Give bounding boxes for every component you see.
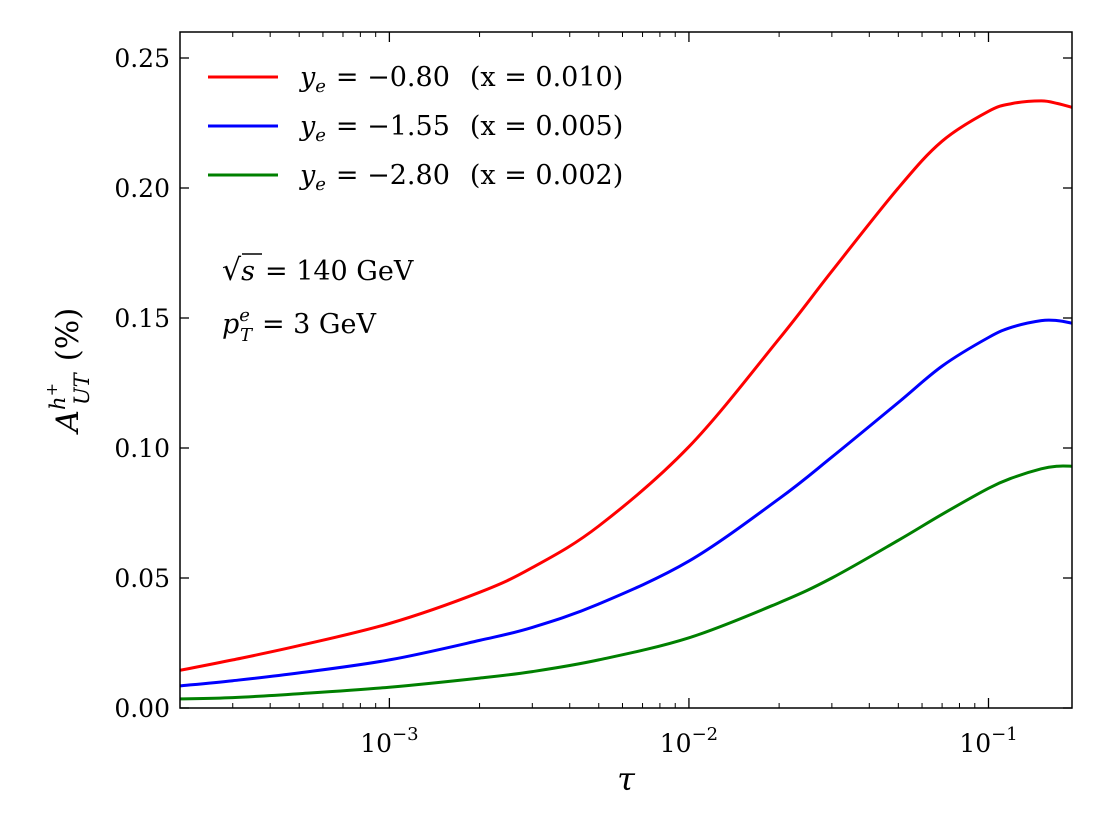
y-tick-label: 0.25 bbox=[114, 44, 170, 73]
y-tick-label: 0.05 bbox=[114, 564, 170, 593]
x-tick-label: 10−3 bbox=[360, 724, 418, 758]
pt-value: = 3 GeV bbox=[262, 309, 377, 340]
y-tick-label: 0.10 bbox=[114, 434, 170, 463]
x-tick-label: 10−2 bbox=[660, 724, 718, 758]
legend-label-series-3: ye = −2.80 (x = 0.002) bbox=[299, 160, 623, 195]
series-line-3 bbox=[179, 464, 1073, 701]
annotation-sqrt-s: √s = 140 GeV bbox=[222, 253, 414, 288]
annotation-pt-text: pe T = 3 GeV bbox=[222, 305, 376, 346]
legend-x-3: (x = 0.002) bbox=[470, 160, 623, 191]
y-axis-label-sub: UT bbox=[70, 371, 94, 405]
y-tick-label: 0.00 bbox=[114, 694, 170, 723]
y-axis-label-unit: (%) bbox=[50, 308, 86, 362]
x-tick-label: 10−1 bbox=[959, 724, 1017, 758]
pt-sub: T bbox=[240, 325, 254, 346]
series-line-2 bbox=[179, 318, 1073, 688]
sqrt-symbol: √ bbox=[222, 253, 242, 288]
legend-value-2: = −1.55 bbox=[336, 111, 450, 142]
legend-x-2: (x = 0.005) bbox=[470, 111, 623, 142]
y-axis-label-main: A bbox=[50, 410, 86, 435]
y-tick-label: 0.15 bbox=[114, 304, 170, 333]
y-axis-label: Ah+ UT (%) bbox=[42, 308, 94, 436]
annotation-sqrt-s-text: √s = 140 GeV bbox=[222, 253, 414, 288]
y-tick-labels: 0.00 0.05 0.10 0.15 0.20 0.25 bbox=[114, 44, 170, 723]
pt-var: p bbox=[222, 309, 239, 340]
legend-value-1: = −0.80 bbox=[336, 62, 450, 93]
y-axis-label-sup2: + bbox=[42, 383, 61, 396]
y-axis-label-sup: h bbox=[46, 396, 70, 410]
legend-label-series-2: ye = −1.55 (x = 0.005) bbox=[299, 111, 623, 146]
legend-var-2: y bbox=[299, 111, 316, 142]
sqrt-var: s bbox=[241, 256, 255, 287]
sqrt-s-value: = 140 GeV bbox=[265, 256, 414, 287]
plot-frame bbox=[179, 31, 1073, 709]
annotation-pt: pe T = 3 GeV bbox=[222, 305, 376, 346]
legend-x-1: (x = 0.010) bbox=[470, 62, 623, 93]
x-axis-label: τ bbox=[617, 760, 636, 798]
series-line-1 bbox=[179, 99, 1073, 672]
legend: ye = −0.80 (x = 0.010) ye = −1.55 (x = 0.005… bbox=[208, 62, 623, 195]
legend-var-1: y bbox=[299, 62, 316, 93]
legend-sub-2: e bbox=[315, 125, 326, 146]
y-tick-label: 0.20 bbox=[114, 174, 170, 203]
legend-sub-3: e bbox=[315, 174, 326, 195]
x-tick-labels: 10−3 10−2 10−1 bbox=[360, 724, 1017, 758]
legend-value-3: = −2.80 bbox=[336, 160, 450, 191]
series-layer bbox=[179, 99, 1073, 701]
legend-sub-1: e bbox=[315, 76, 326, 97]
legend-var-3: y bbox=[299, 160, 316, 191]
legend-label-series-1: ye = −0.80 (x = 0.010) bbox=[299, 62, 623, 97]
svg-text:Ah+UT(%): Ah+ UT (%) bbox=[42, 308, 94, 436]
pt-sup: e bbox=[239, 305, 250, 326]
